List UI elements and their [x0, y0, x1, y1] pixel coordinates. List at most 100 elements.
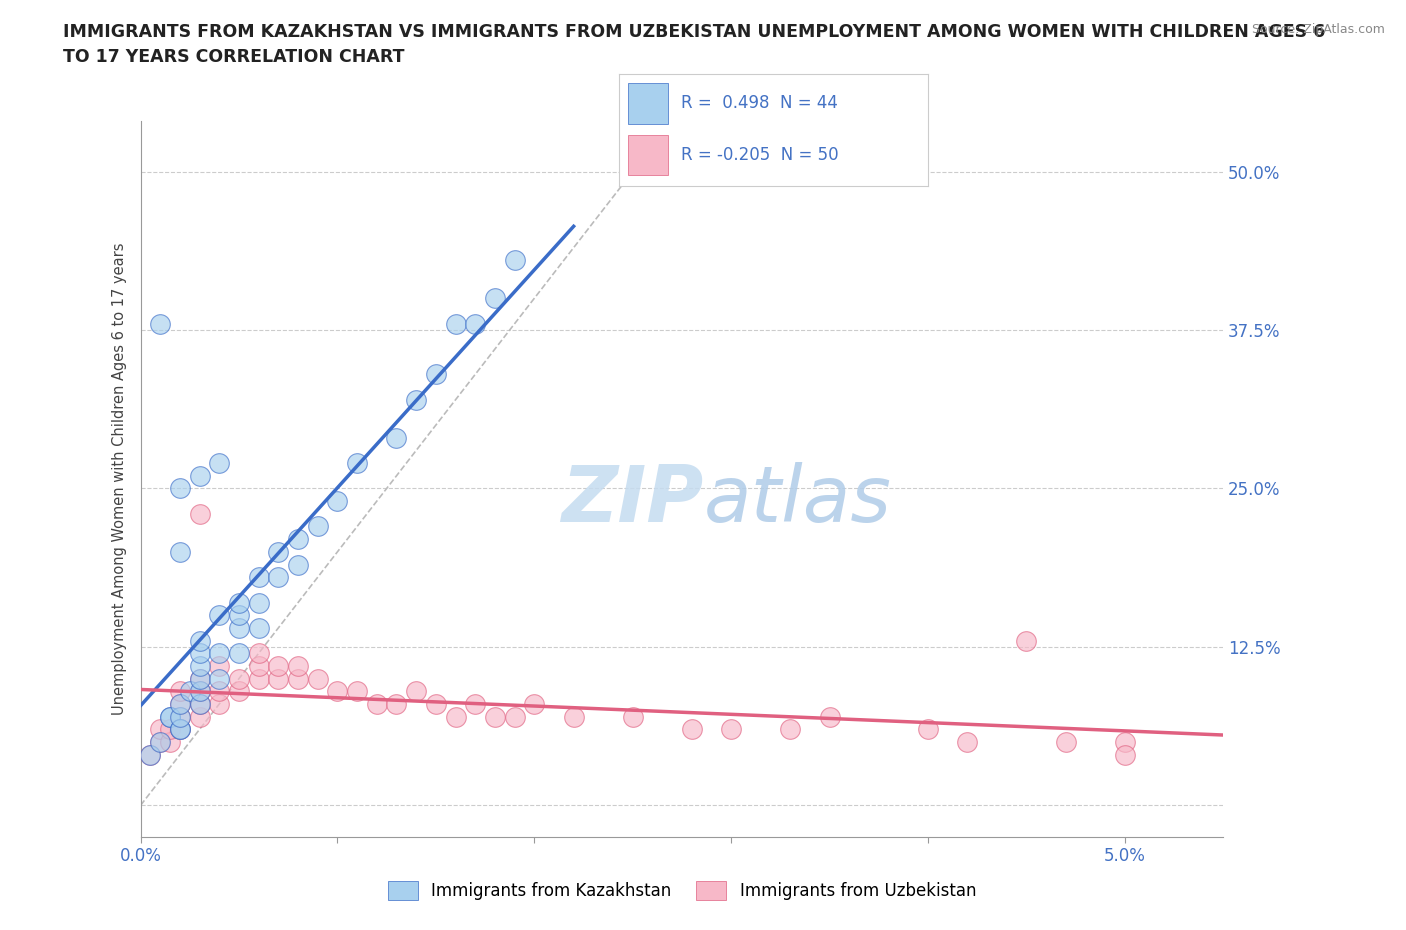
Point: [503, 253, 526, 268]
Point: [149, 722, 172, 737]
Point: [228, 620, 250, 635]
Point: [267, 671, 290, 686]
Point: [405, 392, 427, 407]
Point: [159, 710, 181, 724]
Point: [208, 456, 231, 471]
Point: [228, 684, 250, 698]
Point: [247, 570, 270, 585]
Point: [247, 645, 270, 660]
Point: [287, 532, 309, 547]
Point: [267, 658, 290, 673]
Point: [385, 697, 408, 711]
Text: R =  0.498  N = 44: R = 0.498 N = 44: [681, 95, 838, 113]
Y-axis label: Unemployment Among Women with Children Ages 6 to 17 years: Unemployment Among Women with Children A…: [112, 243, 128, 715]
Point: [169, 697, 191, 711]
Point: [139, 747, 162, 762]
Point: [720, 722, 742, 737]
Point: [188, 671, 211, 686]
Point: [188, 710, 211, 724]
Point: [405, 684, 427, 698]
Point: [307, 671, 329, 686]
Point: [169, 722, 191, 737]
Point: [247, 620, 270, 635]
Point: [188, 671, 211, 686]
Point: [523, 697, 546, 711]
Point: [188, 645, 211, 660]
Point: [228, 595, 250, 610]
Point: [169, 684, 191, 698]
Point: [169, 710, 191, 724]
Point: [1054, 735, 1077, 750]
Point: [484, 710, 506, 724]
Point: [326, 494, 349, 509]
Point: [169, 697, 191, 711]
Point: [464, 697, 486, 711]
Point: [188, 469, 211, 484]
Point: [267, 544, 290, 559]
Text: ZIP: ZIP: [561, 462, 703, 538]
Point: [188, 658, 211, 673]
Point: [188, 697, 211, 711]
Point: [159, 710, 181, 724]
Point: [307, 519, 329, 534]
Point: [562, 710, 585, 724]
Point: [917, 722, 939, 737]
Point: [169, 481, 191, 496]
Point: [681, 722, 703, 737]
Point: [149, 735, 172, 750]
Text: R = -0.205  N = 50: R = -0.205 N = 50: [681, 146, 838, 164]
Point: [1114, 747, 1136, 762]
Point: [287, 671, 309, 686]
Point: [956, 735, 979, 750]
Point: [425, 697, 447, 711]
Point: [188, 633, 211, 648]
Point: [169, 544, 191, 559]
Point: [464, 316, 486, 331]
Point: [208, 608, 231, 623]
Point: [621, 710, 644, 724]
Point: [228, 671, 250, 686]
Point: [208, 697, 231, 711]
Point: [818, 710, 841, 724]
Point: [188, 684, 211, 698]
Point: [169, 722, 191, 737]
Point: [247, 595, 270, 610]
Point: [444, 710, 467, 724]
Point: [188, 684, 211, 698]
Point: [267, 570, 290, 585]
Point: [139, 747, 162, 762]
Point: [247, 658, 270, 673]
Point: [159, 722, 181, 737]
Point: [346, 456, 368, 471]
Point: [228, 608, 250, 623]
Point: [169, 710, 191, 724]
Point: [188, 697, 211, 711]
Bar: [628, 135, 668, 175]
Point: [208, 645, 231, 660]
Text: IMMIGRANTS FROM KAZAKHSTAN VS IMMIGRANTS FROM UZBEKISTAN UNEMPLOYMENT AMONG WOME: IMMIGRANTS FROM KAZAKHSTAN VS IMMIGRANTS…: [63, 23, 1326, 41]
Point: [247, 671, 270, 686]
Point: [1114, 735, 1136, 750]
Legend: Immigrants from Kazakhstan, Immigrants from Uzbekistan: Immigrants from Kazakhstan, Immigrants f…: [388, 881, 976, 900]
Text: atlas: atlas: [703, 462, 891, 538]
Point: [208, 671, 231, 686]
Point: [366, 697, 388, 711]
Point: [228, 645, 250, 660]
Point: [326, 684, 349, 698]
Bar: [628, 84, 668, 124]
Point: [287, 658, 309, 673]
Point: [425, 367, 447, 382]
Point: [159, 735, 181, 750]
Point: [444, 316, 467, 331]
Text: TO 17 YEARS CORRELATION CHART: TO 17 YEARS CORRELATION CHART: [63, 48, 405, 66]
Point: [1015, 633, 1038, 648]
Point: [779, 722, 801, 737]
Point: [149, 316, 172, 331]
Point: [179, 684, 201, 698]
Point: [169, 722, 191, 737]
Point: [385, 431, 408, 445]
Point: [188, 506, 211, 521]
Text: Source: ZipAtlas.com: Source: ZipAtlas.com: [1251, 23, 1385, 36]
Point: [149, 735, 172, 750]
Point: [287, 557, 309, 572]
